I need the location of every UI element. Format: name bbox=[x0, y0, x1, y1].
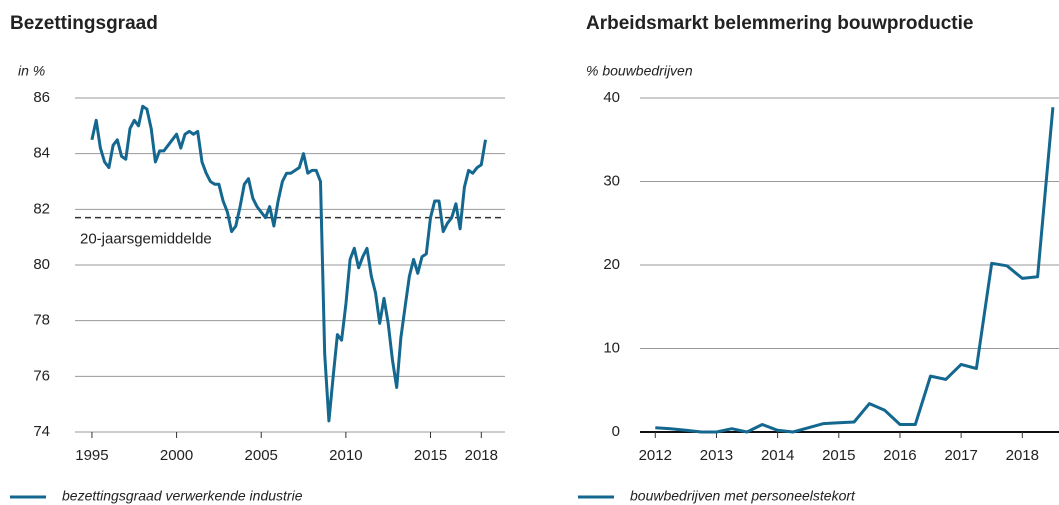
x-tick-label: 2017 bbox=[944, 447, 977, 464]
y-tick-label: 0 bbox=[612, 423, 620, 440]
data-line bbox=[655, 107, 1055, 434]
x-tick-label: 1995 bbox=[75, 447, 108, 464]
y-tick-label: 80 bbox=[33, 256, 50, 273]
x-tick-label: 2015 bbox=[822, 447, 855, 464]
x-tick-label: 2014 bbox=[761, 447, 794, 464]
legend-label: bezettingsgraad verwerkende industrie bbox=[62, 488, 303, 504]
y-tick-label: 30 bbox=[603, 172, 620, 189]
chart-title: Arbeidsmarkt belemmering bouwproductie bbox=[586, 13, 973, 34]
y-tick-label: 76 bbox=[33, 367, 50, 384]
y-tick-label: 10 bbox=[603, 339, 620, 356]
x-tick-label: 2018 bbox=[465, 447, 498, 464]
x-tick-label: 2018 bbox=[1006, 447, 1039, 464]
chart-title: Bezettingsgraad bbox=[10, 13, 158, 34]
y-tick-label: 82 bbox=[33, 200, 50, 217]
y-tick-label: 78 bbox=[33, 312, 50, 329]
y-tick-label: 20 bbox=[603, 256, 620, 273]
y-tick-label: 74 bbox=[33, 423, 50, 440]
x-tick-label: 2010 bbox=[329, 447, 362, 464]
y-axis-label: % bouwbedrijven bbox=[586, 63, 693, 79]
y-tick-label: 40 bbox=[603, 89, 620, 106]
x-tick-label: 2013 bbox=[700, 447, 733, 464]
y-tick-label: 86 bbox=[33, 89, 50, 106]
x-tick-label: 2016 bbox=[883, 447, 916, 464]
reference-label: 20-jaarsgemiddelde bbox=[80, 231, 212, 248]
x-tick-label: 2000 bbox=[160, 447, 193, 464]
data-line bbox=[90, 104, 487, 423]
y-tick-label: 84 bbox=[33, 145, 50, 162]
x-tick-label: 2005 bbox=[245, 447, 278, 464]
x-tick-label: 2015 bbox=[414, 447, 447, 464]
legend-label: bouwbedrijven met personeelstekort bbox=[630, 488, 856, 504]
x-tick-label: 2012 bbox=[639, 447, 672, 464]
y-axis-label: in % bbox=[18, 63, 45, 79]
